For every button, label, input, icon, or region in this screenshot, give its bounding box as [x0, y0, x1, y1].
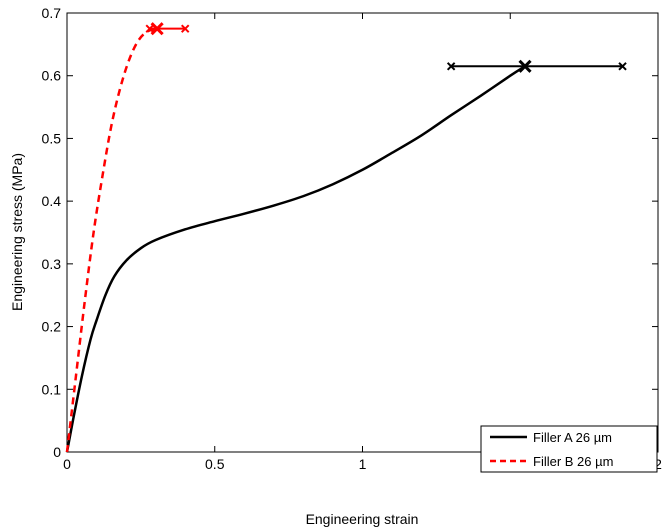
x-tick-label: 0	[63, 456, 71, 472]
y-tick-label: 0.2	[42, 319, 62, 335]
y-tick-label: 0.4	[42, 193, 62, 209]
legend-label-filler-a: Filler A 26 µm	[533, 430, 612, 445]
y-tick-label: 0	[53, 444, 61, 460]
y-tick-label: 0.1	[42, 381, 62, 397]
x-tick-label: 1	[359, 456, 367, 472]
series-filler-b-error-bar-max-marker	[180, 24, 190, 33]
y-axis-label: Engineering stress (MPa)	[9, 153, 25, 311]
y-tick-label: 0.6	[42, 68, 62, 84]
series-filler-a-error-bar-max-marker	[618, 62, 627, 71]
series-filler-a-failure-marker	[518, 59, 532, 73]
series-filler-b-failure-marker	[150, 22, 164, 36]
series-filler-a-error-bar-min-marker	[446, 62, 456, 71]
series-filler-b-line	[65, 27, 157, 453]
series-layer	[65, 22, 627, 453]
plot-area	[66, 12, 659, 453]
y-tick-label: 0.7	[42, 5, 62, 21]
x-tick-label: 2	[654, 456, 662, 472]
y-tick-label: 0.3	[42, 256, 62, 272]
x-tick-label: 0.5	[205, 456, 225, 472]
y-tick-label: 0.5	[42, 130, 62, 146]
series-filler-b-error-bar-min-marker	[145, 24, 154, 33]
legend-label-filler-b: Filler B 26 µm	[533, 454, 613, 469]
legend: Filler A 26 µm Filler B 26 µm	[480, 425, 658, 473]
x-axis-label: Engineering strain	[306, 511, 419, 527]
legend-box	[480, 425, 658, 473]
series-filler-a-line	[65, 65, 526, 453]
